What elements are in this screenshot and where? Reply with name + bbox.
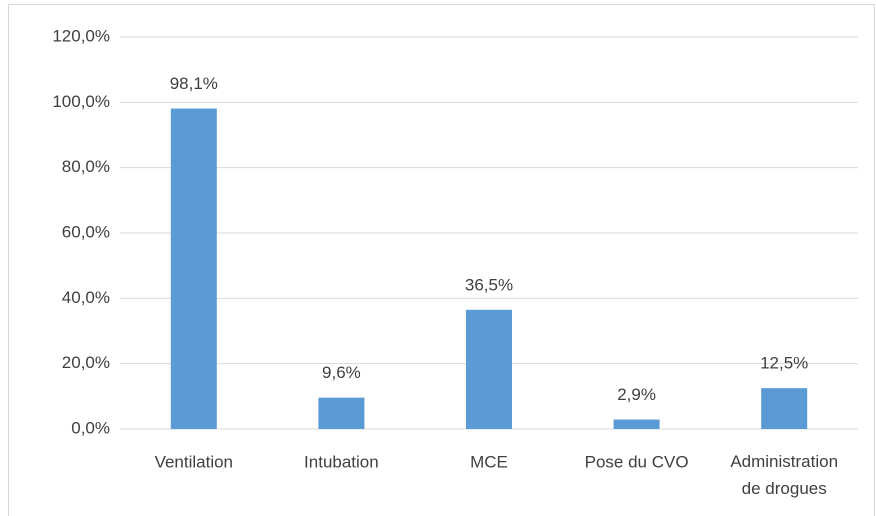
bar (761, 388, 808, 429)
y-tick-label: 100,0% (52, 92, 110, 111)
bar (170, 108, 217, 429)
bar (318, 397, 365, 429)
data-label: 98,1% (170, 74, 218, 93)
y-tick-label: 60,0% (62, 222, 110, 241)
y-tick-label: 120,0% (52, 26, 110, 45)
y-tick-label: 40,0% (62, 288, 110, 307)
bar (613, 419, 660, 429)
x-tick-label: Pose du CVO (585, 452, 689, 471)
data-label: 12,5% (760, 354, 808, 373)
chart-frame (8, 4, 875, 516)
data-label: 36,5% (465, 275, 513, 294)
y-tick-label: 0,0% (71, 418, 110, 437)
x-tick-label: Ventilation (155, 452, 233, 471)
y-tick-label: 80,0% (62, 157, 110, 176)
x-tick-label: MCE (470, 452, 508, 471)
x-tick-label: Intubation (304, 452, 379, 471)
bar (466, 309, 512, 429)
data-label: 9,6% (322, 363, 361, 382)
x-tick-label: Administration de drogues (730, 452, 838, 498)
data-label: 2,9% (617, 385, 656, 404)
y-tick-label: 20,0% (62, 353, 110, 372)
